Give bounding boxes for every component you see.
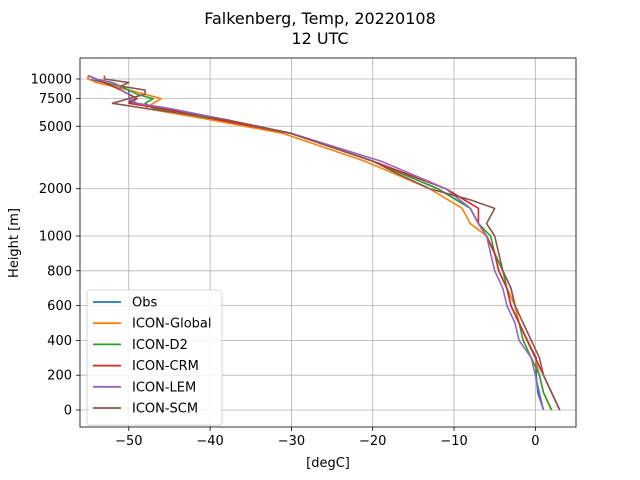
x-tick-label: −20 xyxy=(359,434,386,449)
x-tick-label: −50 xyxy=(115,434,142,449)
chart-subtitle: 12 UTC xyxy=(291,29,348,48)
y-axis-ticks: 0 200 400 600 800 1000 2000 5000 7500 10000 xyxy=(31,73,80,419)
y-tick-label: 800 xyxy=(47,264,72,279)
x-tick-label: −40 xyxy=(196,434,223,449)
y-tick-label: 400 xyxy=(47,334,72,349)
x-tick-label: −30 xyxy=(278,434,305,449)
legend-label-icon-crm: ICON-CRM xyxy=(132,359,199,374)
y-tick-label: 10000 xyxy=(31,73,72,88)
chart-title: Falkenberg, Temp, 20220108 xyxy=(204,9,436,28)
legend: Obs ICON-Global ICON-D2 ICON-CRM ICON-LEM ICO… xyxy=(86,289,223,426)
y-tick-label: 5000 xyxy=(39,120,72,135)
legend-label-icon-global: ICON-Global xyxy=(132,317,212,332)
y-tick-label: 2000 xyxy=(39,182,72,197)
y-tick-label: 0 xyxy=(64,404,72,419)
x-axis-label: [degC] xyxy=(306,456,350,471)
series-line-icon-scm xyxy=(103,75,561,411)
legend-label-icon-lem: ICON-LEM xyxy=(132,380,196,395)
legend-label-obs: Obs xyxy=(132,296,157,311)
y-axis-label: Height [m] xyxy=(7,208,22,278)
y-tick-label: 7500 xyxy=(39,92,72,107)
series-line-icon-lem xyxy=(87,74,545,411)
x-axis-ticks: −50 −40 −30 −20 −10 0 xyxy=(115,427,539,449)
y-tick-label: 200 xyxy=(47,369,72,384)
series-line-icon-d2 xyxy=(87,74,553,411)
series-lines xyxy=(87,74,561,411)
legend-label-icon-d2: ICON-D2 xyxy=(132,338,188,353)
y-tick-label: 600 xyxy=(47,299,72,314)
y-tick-label: 1000 xyxy=(39,230,72,245)
plot-frame xyxy=(79,57,577,428)
x-tick-label: −10 xyxy=(440,434,467,449)
legend-label-icon-scm: ICON-SCM xyxy=(132,402,198,417)
x-tick-label: 0 xyxy=(531,434,539,449)
